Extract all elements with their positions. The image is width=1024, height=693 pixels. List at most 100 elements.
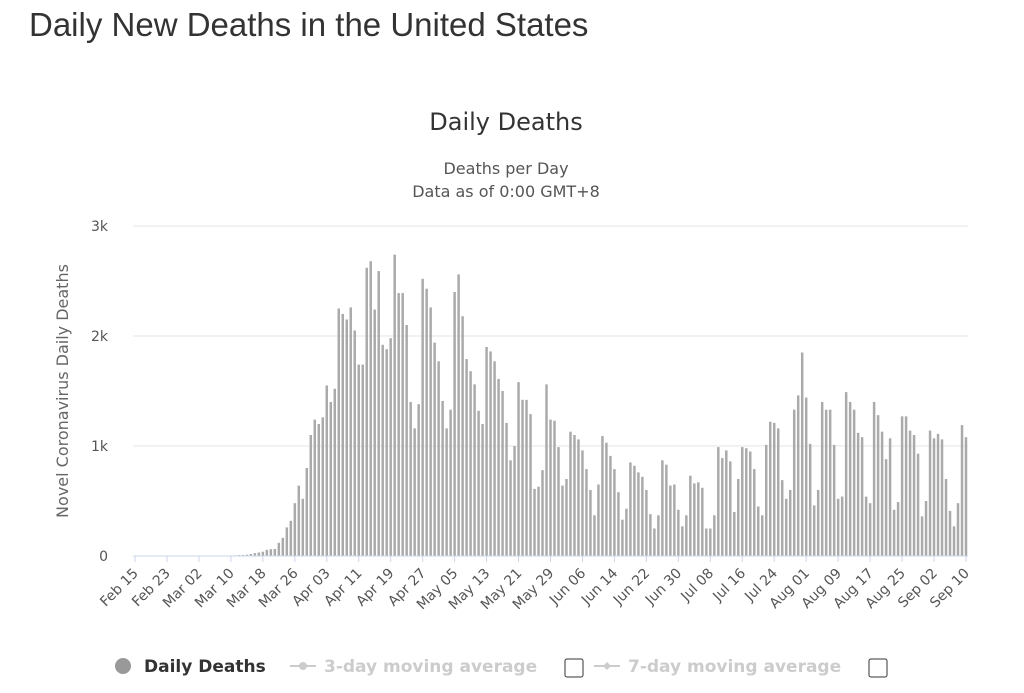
bar — [273, 548, 277, 556]
bar — [397, 293, 400, 556]
bar — [389, 338, 392, 556]
bar — [381, 344, 384, 556]
bar — [385, 349, 388, 556]
bar — [345, 319, 348, 556]
bar — [788, 490, 792, 556]
bar — [884, 459, 888, 556]
bar — [465, 359, 468, 556]
bar — [365, 267, 368, 556]
legend-dot-icon — [115, 658, 131, 674]
bar — [297, 485, 301, 556]
bar — [361, 364, 364, 556]
bar — [924, 501, 928, 556]
page-title: Daily New Deaths in the United States — [29, 6, 589, 43]
bar — [645, 490, 648, 556]
bar — [753, 469, 756, 556]
bar — [557, 447, 560, 556]
bar — [337, 308, 340, 556]
bar — [417, 404, 420, 556]
legend-item-3-day-average[interactable]: 3-day moving average — [290, 657, 537, 677]
bar — [501, 391, 504, 556]
bar — [940, 439, 944, 556]
bar — [808, 443, 812, 556]
x-tick-label: Jul 08 — [677, 566, 717, 606]
bar — [357, 364, 360, 556]
bar — [828, 409, 832, 556]
bar — [960, 425, 964, 556]
bar — [729, 461, 732, 556]
x-tick-label: Jun 22 — [610, 566, 653, 609]
bar — [912, 435, 916, 556]
bar — [868, 503, 872, 556]
bar — [469, 371, 472, 556]
bar — [733, 512, 736, 556]
legend-checkbox-3-day[interactable] — [564, 658, 584, 678]
bar — [293, 503, 297, 556]
bar — [537, 486, 540, 556]
bar — [497, 378, 500, 556]
bar — [697, 482, 700, 556]
bar — [577, 439, 580, 556]
bar — [725, 450, 728, 556]
bar — [673, 484, 676, 556]
bar — [425, 288, 428, 556]
bar — [685, 515, 688, 556]
bar — [277, 542, 281, 556]
bar — [629, 462, 632, 556]
bar — [593, 515, 596, 556]
bar — [601, 436, 604, 556]
legend-item-daily-deaths[interactable]: Daily Deaths — [115, 657, 266, 677]
bar — [776, 428, 780, 556]
bar — [481, 424, 484, 556]
bar — [713, 515, 716, 556]
bar — [816, 490, 820, 556]
bar — [852, 409, 856, 556]
legend-item-7-day-average[interactable]: 7-day moving average — [594, 657, 841, 677]
bar — [569, 431, 572, 556]
bar — [449, 409, 452, 556]
bar — [329, 402, 332, 556]
bar — [693, 483, 696, 556]
bar — [876, 415, 880, 556]
bar — [701, 487, 704, 556]
bar — [932, 438, 936, 556]
bar — [928, 430, 932, 556]
bar — [709, 528, 712, 556]
bar — [864, 496, 868, 556]
bar — [956, 503, 960, 556]
bar — [860, 437, 864, 556]
bar — [589, 490, 592, 556]
bar — [433, 342, 436, 556]
bar — [625, 508, 628, 556]
y-axis-ticks: 0 1k 2k 3k — [91, 219, 109, 565]
chart-subtitle-line-1: Deaths per Day — [443, 159, 568, 178]
bar — [900, 416, 904, 556]
bar — [840, 496, 844, 556]
bar — [517, 382, 520, 556]
legend-checkbox-7-day[interactable] — [868, 658, 888, 678]
bar — [637, 472, 640, 556]
bar — [908, 430, 912, 556]
bar — [309, 435, 313, 556]
bar — [317, 424, 321, 556]
bar — [597, 484, 600, 556]
bar — [848, 402, 852, 556]
bar — [373, 309, 376, 556]
bar — [445, 428, 448, 556]
bar — [944, 479, 948, 556]
bar — [349, 307, 352, 556]
y-tick-label: 0 — [99, 549, 108, 565]
bar — [892, 509, 896, 556]
bar — [800, 352, 804, 556]
bar — [565, 479, 568, 556]
bar — [249, 554, 253, 556]
bar — [405, 325, 408, 556]
bar — [305, 468, 309, 556]
bar — [952, 526, 956, 556]
bar — [657, 515, 660, 556]
bar — [621, 519, 624, 556]
bar — [948, 510, 952, 556]
bar — [493, 361, 496, 556]
grid-lines — [133, 225, 968, 447]
